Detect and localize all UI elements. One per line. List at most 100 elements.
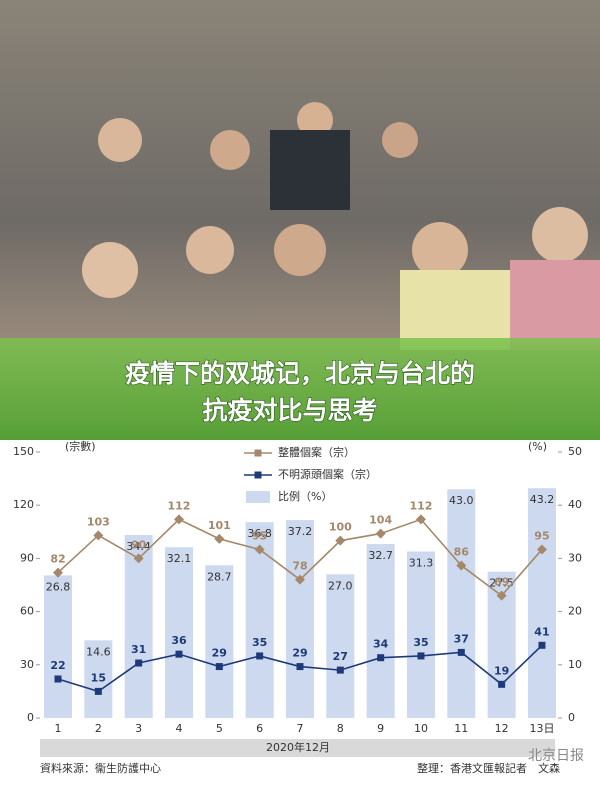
watermark: 北京日报 bbox=[528, 748, 584, 764]
point-label: 35 bbox=[252, 636, 267, 649]
marker bbox=[93, 530, 104, 541]
x-axis-label: 2020年12月 bbox=[266, 740, 330, 754]
marker bbox=[456, 560, 467, 571]
bar bbox=[447, 489, 476, 718]
legend-label: 整體個案（宗） bbox=[278, 445, 355, 459]
x-tick-label: 6 bbox=[256, 722, 263, 735]
source: 資料來源：衞生防護中心 bbox=[40, 761, 161, 775]
bar-label: 34.4 bbox=[126, 540, 151, 553]
y2-tick-label: 20 bbox=[568, 605, 582, 618]
marker bbox=[133, 553, 144, 564]
marker bbox=[375, 528, 386, 539]
y-tick-label: 60 bbox=[20, 605, 34, 618]
point-label: 82 bbox=[50, 553, 65, 566]
legend-label: 比例（%） bbox=[278, 489, 332, 503]
bar bbox=[124, 534, 153, 718]
x-label-band bbox=[40, 739, 555, 757]
bar-label: 43.0 bbox=[449, 494, 474, 507]
bar-label: 14.6 bbox=[86, 645, 111, 658]
bar bbox=[84, 640, 113, 718]
marker bbox=[53, 567, 63, 578]
y2-tick-label: 50 bbox=[568, 445, 582, 458]
bar bbox=[205, 565, 234, 718]
bar bbox=[44, 575, 72, 718]
bar bbox=[406, 551, 435, 718]
point-label: 103 bbox=[87, 515, 110, 528]
marker bbox=[496, 590, 507, 601]
marker bbox=[336, 666, 344, 674]
marker bbox=[538, 641, 546, 649]
x-tick-label: 12 bbox=[495, 722, 509, 735]
x-tick-label: 4 bbox=[175, 722, 182, 735]
marker bbox=[256, 652, 264, 660]
marker bbox=[498, 680, 506, 688]
marker bbox=[415, 514, 426, 525]
point-label: 19 bbox=[494, 664, 509, 677]
point-label: 34 bbox=[373, 638, 389, 651]
x-tick-label: 5 bbox=[216, 722, 223, 735]
marker bbox=[377, 654, 385, 662]
banner-title: 抗疫对比与思考 bbox=[202, 396, 377, 425]
legend-swatch bbox=[254, 449, 262, 457]
point-label: 22 bbox=[50, 659, 65, 672]
banner-bg bbox=[0, 338, 600, 440]
point-label: 95 bbox=[534, 530, 549, 543]
bar-label: 28.7 bbox=[207, 570, 232, 583]
marker bbox=[335, 535, 346, 546]
bar-label: 32.7 bbox=[368, 549, 393, 562]
marker bbox=[296, 663, 304, 671]
point-label: 112 bbox=[168, 499, 191, 512]
point-label: 112 bbox=[409, 499, 432, 512]
x-tick-label: 3 bbox=[135, 722, 142, 735]
marker bbox=[417, 652, 425, 660]
y-tick-label: 150 bbox=[13, 445, 34, 458]
y-tick-label: 120 bbox=[13, 498, 34, 511]
bar bbox=[366, 544, 395, 718]
x-tick-label: 1 bbox=[55, 722, 62, 735]
legend-label: 不明源頭個案（宗） bbox=[278, 467, 377, 481]
bar bbox=[527, 488, 556, 718]
bar bbox=[285, 520, 314, 718]
credit: 整理：香港文匯報記者 文森 bbox=[417, 761, 560, 775]
point-label: 31 bbox=[131, 643, 146, 656]
point-label: 95 bbox=[252, 530, 267, 543]
bar-label: 26.8 bbox=[46, 580, 71, 593]
y2-tick-label: 10 bbox=[568, 658, 582, 671]
marker bbox=[94, 687, 102, 695]
marker bbox=[173, 514, 184, 525]
y-tick-label: 90 bbox=[20, 551, 34, 564]
bar bbox=[164, 547, 193, 718]
point-label: 37 bbox=[454, 632, 469, 645]
x-tick-label: 13日 bbox=[529, 722, 554, 735]
banner-title: 疫情下的双城记，北京与台北的 bbox=[125, 359, 475, 388]
point-label: 78 bbox=[292, 560, 307, 573]
point-label: 69 bbox=[494, 576, 509, 589]
point-label: 104 bbox=[369, 514, 392, 527]
point-label: 27 bbox=[333, 650, 348, 663]
y-axis-label: (宗數) bbox=[65, 439, 96, 453]
marker bbox=[175, 650, 183, 658]
point-label: 15 bbox=[91, 671, 106, 684]
bar-label: 32.1 bbox=[167, 552, 192, 565]
point-label: 41 bbox=[534, 625, 549, 638]
point-label: 86 bbox=[454, 545, 470, 558]
bar-label: 31.3 bbox=[409, 556, 434, 569]
legend-swatch bbox=[254, 471, 262, 479]
marker bbox=[54, 675, 62, 683]
x-tick-label: 11 bbox=[454, 722, 468, 735]
marker bbox=[215, 663, 223, 671]
point-label: 35 bbox=[413, 636, 428, 649]
marker bbox=[457, 648, 465, 656]
y2-axis-label: (%) bbox=[528, 440, 547, 453]
marker bbox=[536, 544, 547, 555]
marker bbox=[214, 533, 225, 544]
y-tick-label: 30 bbox=[20, 658, 34, 671]
marker bbox=[135, 659, 143, 667]
point-label: 101 bbox=[208, 519, 231, 532]
x-tick-label: 10 bbox=[414, 722, 428, 735]
bar-label: 36.8 bbox=[247, 527, 272, 540]
x-tick-label: 2 bbox=[95, 722, 102, 735]
bar-label: 27.5 bbox=[489, 577, 514, 590]
